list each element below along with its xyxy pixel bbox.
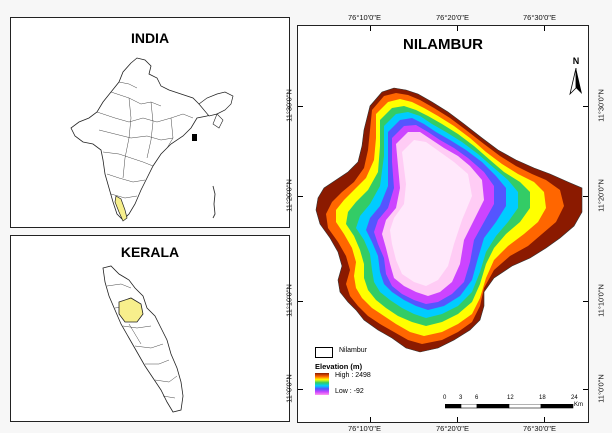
scale-number: 3 (459, 395, 463, 401)
boundary-legend-label: Nilambur (339, 347, 368, 354)
kerala-title: KERALA (120, 244, 180, 260)
north-arrow-icon (569, 68, 582, 96)
scale-segment (540, 404, 574, 409)
left-coord-4: 11°0'0"N (284, 374, 294, 403)
right-coord-2: 11°20'0"N (596, 179, 606, 212)
nilambur-main-map-panel: NILAMBUR (297, 25, 589, 423)
left-coord-2: 11°20'0"N (284, 179, 294, 212)
kerala-inset-panel: KERALA (10, 235, 290, 422)
top-coord-2: 76°20'0"E (436, 13, 469, 22)
scale-segment (460, 404, 478, 409)
bottom-coord-1: 76°10'0"E (348, 424, 381, 433)
elevation-legend-title: Elevation (m) (315, 362, 363, 371)
scale-number: 6 (475, 395, 479, 401)
scale-number: 18 (539, 395, 546, 401)
scale-bar: 0 3 6 12 18 24 Km (443, 394, 583, 410)
bottom-coord-3: 76°30'0"E (523, 424, 556, 433)
elevation-high-label: High : 2498 (335, 372, 371, 379)
map-legend: Nilambur Elevation (m) High : 2498 Low :… (315, 343, 435, 403)
scale-unit: Km (574, 402, 583, 408)
nilambur-title: NILAMBUR (403, 36, 483, 53)
india-map (70, 57, 234, 222)
north-arrow: N (568, 56, 584, 96)
scale-bar-graphic (445, 404, 574, 409)
north-label: N (572, 56, 580, 66)
bottom-coord-2: 76°20'0"E (436, 424, 469, 433)
top-coord-1: 76°10'0"E (348, 13, 381, 22)
scale-number: 12 (507, 395, 514, 401)
india-inset-panel: INDIA (10, 17, 290, 228)
top-coord-3: 76°30'0"E (523, 13, 556, 22)
scale-segment (476, 404, 510, 409)
scale-number: 24 (571, 395, 578, 401)
scale-segment (508, 404, 542, 409)
india-title: INDIA (130, 30, 170, 46)
right-coord-1: 11°30'0"N (596, 89, 606, 122)
scale-number: 0 (443, 395, 447, 401)
boundary-swatch (315, 347, 333, 358)
right-coord-3: 11°10'0"N (596, 284, 606, 317)
elevation-map (315, 87, 583, 353)
left-coord-1: 11°30'0"N (284, 89, 294, 122)
right-coord-4: 11°0'0"N (596, 374, 606, 403)
elevation-low-label: Low : -92 (335, 388, 364, 395)
scale-segment (445, 404, 462, 409)
elevation-color-ramp (315, 373, 329, 395)
left-coord-3: 11°10'0"N (284, 284, 294, 317)
kerala-map (102, 265, 184, 413)
